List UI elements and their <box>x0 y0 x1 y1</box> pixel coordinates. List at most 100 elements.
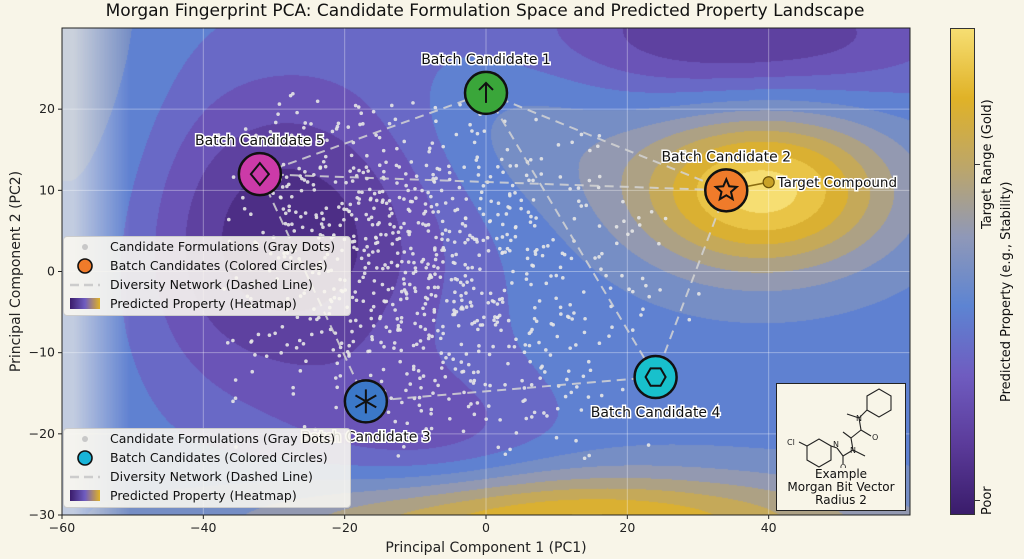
candidate-dot <box>429 204 434 209</box>
candidate-dot <box>426 190 430 195</box>
candidate-dot <box>529 382 534 387</box>
candidate-dot <box>587 453 591 458</box>
candidate-dot <box>503 250 507 254</box>
candidate-dot <box>508 447 512 452</box>
candidate-dot <box>480 291 484 296</box>
candidate-dot <box>380 189 385 194</box>
candidate-dot <box>287 204 292 209</box>
candidate-dot <box>391 231 395 235</box>
colorbar <box>950 28 975 515</box>
candidate-dot <box>399 348 404 353</box>
candidate-dot <box>464 291 468 295</box>
candidate-dot <box>539 156 544 161</box>
candidate-dot <box>379 232 383 237</box>
candidate-dot <box>505 232 509 237</box>
candidate-dot <box>380 200 385 204</box>
candidate-dot <box>458 229 462 234</box>
candidate-dot <box>597 174 602 179</box>
legend-upper: Candidate Formulations (Gray Dots) Batch… <box>63 236 351 316</box>
candidate-dot <box>348 319 353 323</box>
candidate-dot <box>285 343 289 347</box>
candidate-dot <box>481 238 486 243</box>
candidate-dot <box>458 102 462 107</box>
candidate-dot <box>404 290 408 294</box>
legend-label: Batch Candidates (Colored Circles) <box>110 258 328 273</box>
candidate-dot <box>332 233 336 237</box>
candidate-dot <box>499 328 503 333</box>
candidate-dot <box>365 153 369 158</box>
candidate-dot <box>379 340 383 345</box>
candidate-dot <box>315 99 320 104</box>
candidate-dot <box>426 336 431 341</box>
candidate-dot <box>525 247 530 252</box>
candidate-dot <box>586 359 591 364</box>
candidate-dot <box>576 186 581 190</box>
candidate-dot <box>331 348 336 352</box>
candidate-dot <box>415 311 420 316</box>
x-axis-label: Principal Component 1 (PC1) <box>385 540 586 556</box>
candidate-dot <box>290 222 294 226</box>
candidate-dot <box>389 260 394 265</box>
candidate-dot <box>561 276 565 280</box>
candidate-dot <box>456 323 461 328</box>
candidate-dot <box>225 340 230 345</box>
candidate-dot <box>539 172 544 176</box>
target-compound-label: Target Compound <box>777 175 897 191</box>
candidate-dot <box>607 334 611 338</box>
candidate-dot <box>366 253 371 257</box>
batch-candidate-marker <box>704 168 749 213</box>
candidate-dot <box>470 129 474 133</box>
candidate-dot <box>466 362 471 367</box>
candidate-dot <box>528 157 533 162</box>
batch-candidate-4: Batch Candidate 4 <box>589 354 722 423</box>
candidate-dot <box>336 121 341 126</box>
candidate-dot <box>554 296 558 301</box>
candidate-dot <box>340 201 344 206</box>
candidate-dot <box>414 196 418 200</box>
candidate-dot <box>508 206 512 210</box>
candidate-dot <box>395 181 399 185</box>
candidate-dot <box>406 260 411 264</box>
candidate-dot <box>440 237 444 242</box>
candidate-dot <box>488 219 493 223</box>
candidate-dot <box>497 313 502 318</box>
candidate-dot <box>441 331 445 336</box>
candidate-dot <box>393 308 397 312</box>
candidate-dot <box>314 213 318 217</box>
candidate-dot <box>422 312 427 317</box>
candidate-dot <box>399 320 404 324</box>
candidate-dot <box>396 328 400 332</box>
candidate-dot <box>558 175 563 179</box>
candidate-dot <box>337 353 342 358</box>
candidate-dot <box>324 206 329 211</box>
atom-label: O <box>840 463 846 468</box>
candidate-dot <box>350 329 354 334</box>
candidate-dot <box>253 353 257 357</box>
candidate-dot <box>294 210 298 214</box>
candidate-dot <box>485 235 490 240</box>
candidate-dot <box>268 129 273 134</box>
colorbar-label: Predicted Property (e.g., Stability) <box>999 181 1014 402</box>
candidate-dot <box>503 383 507 387</box>
candidate-dot <box>463 274 468 278</box>
diamond-icon <box>249 161 271 187</box>
candidate-dot <box>488 383 492 388</box>
y-tick-label: −20 <box>29 426 55 441</box>
candidate-dot <box>478 267 482 271</box>
candidate-dot <box>416 220 421 225</box>
candidate-dot <box>348 169 352 173</box>
candidate-dot <box>231 399 235 404</box>
candidate-dot <box>568 346 572 350</box>
candidate-dot <box>556 143 561 147</box>
candidate-dot <box>646 443 651 447</box>
candidate-dot <box>436 383 440 388</box>
candidate-dot <box>303 211 308 215</box>
candidate-dot <box>399 315 404 320</box>
candidate-dot <box>476 370 480 374</box>
batch-candidate-2: Batch Candidate 2 <box>660 148 793 213</box>
heatmap-swatch-icon <box>70 298 100 309</box>
candidate-dot <box>657 241 661 246</box>
candidate-dot <box>231 175 236 179</box>
candidate-dot <box>273 331 277 336</box>
candidate-dot <box>395 317 400 321</box>
